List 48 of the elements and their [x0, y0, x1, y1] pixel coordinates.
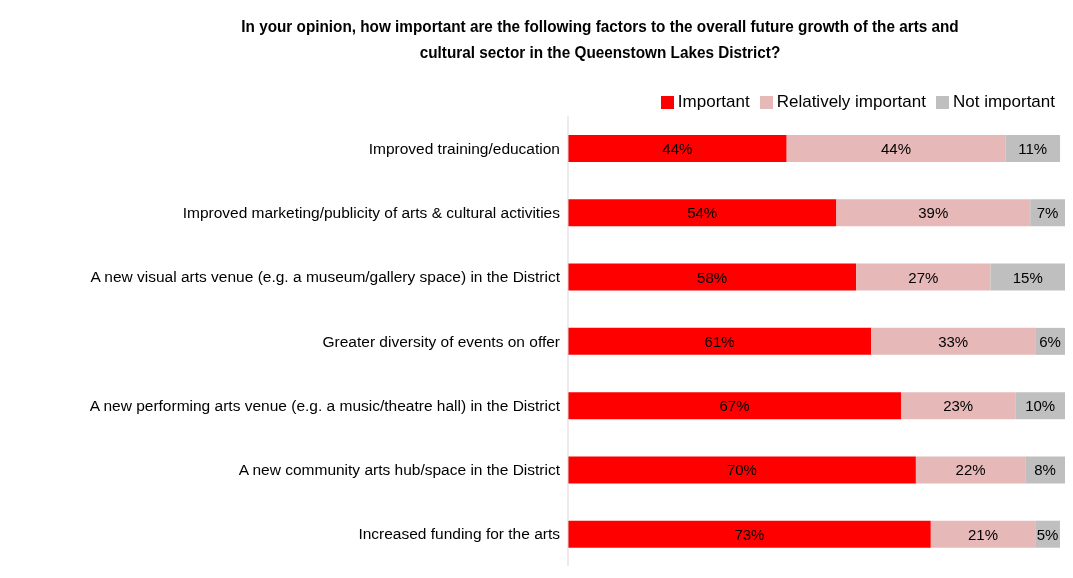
- y-tick-label: Improved training/education: [368, 139, 560, 157]
- chart-title: In your opinion, how important are the following factors to the overall future growth of the arts and cultural sector in the Queenstown Lakes District?: [240, 16, 960, 64]
- data-label: 10%: [1025, 397, 1056, 415]
- data-label: 39%: [918, 204, 949, 222]
- data-label: 11%: [1018, 140, 1048, 157]
- bar: [568, 392, 901, 420]
- y-tick-label: Greater diversity of events on offer: [322, 332, 560, 350]
- bar: [786, 135, 1006, 162]
- data-label: 23%: [943, 397, 974, 415]
- y-tick-label: Increased funding for the arts: [358, 525, 561, 543]
- bar: [568, 456, 916, 484]
- legend-label: Not important: [952, 92, 1055, 111]
- bar: [930, 520, 1036, 548]
- y-tick-label: A new performing arts venue (e.g. a music/theatre hall) in the District: [89, 396, 561, 414]
- y-tick-label: Improved marketing/publicity of arts & cultural activities: [182, 203, 561, 221]
- bar: [568, 327, 872, 355]
- bar: [900, 392, 1016, 420]
- bar: [568, 520, 931, 548]
- data-label: 8%: [1034, 461, 1056, 479]
- data-label: 27%: [908, 268, 939, 286]
- data-label: 7%: [1036, 204, 1059, 222]
- data-label: 33%: [938, 332, 969, 350]
- data-label: 21%: [967, 525, 999, 543]
- data-label: 22%: [955, 461, 986, 479]
- bar: [568, 135, 787, 162]
- data-label: 44%: [881, 140, 912, 157]
- data-label: 67%: [719, 397, 750, 415]
- data-label: 5%: [1036, 525, 1059, 543]
- bar: [871, 327, 1036, 355]
- data-label: 44%: [662, 140, 693, 157]
- legend-label: Important: [677, 92, 750, 111]
- y-tick-label: A new visual arts venue (e.g. a museum/gallery space) in the District: [90, 268, 561, 286]
- bar: [568, 263, 857, 291]
- data-label: 58%: [697, 268, 728, 286]
- data-label: 6%: [1039, 332, 1061, 350]
- y-tick-label: A new community arts hub/space in the District: [238, 461, 561, 479]
- data-label: 15%: [1012, 268, 1043, 286]
- bar: [1005, 135, 1061, 162]
- bar: [568, 199, 837, 227]
- bar: [915, 456, 1026, 484]
- data-label: 61%: [704, 332, 735, 350]
- bar: [856, 263, 991, 291]
- data-label: 70%: [726, 461, 757, 479]
- data-label: 73%: [734, 525, 765, 543]
- legend-label: Relatively important: [776, 92, 926, 111]
- bar: [836, 199, 1031, 227]
- bar: [990, 263, 1065, 291]
- data-label: 54%: [687, 204, 718, 222]
